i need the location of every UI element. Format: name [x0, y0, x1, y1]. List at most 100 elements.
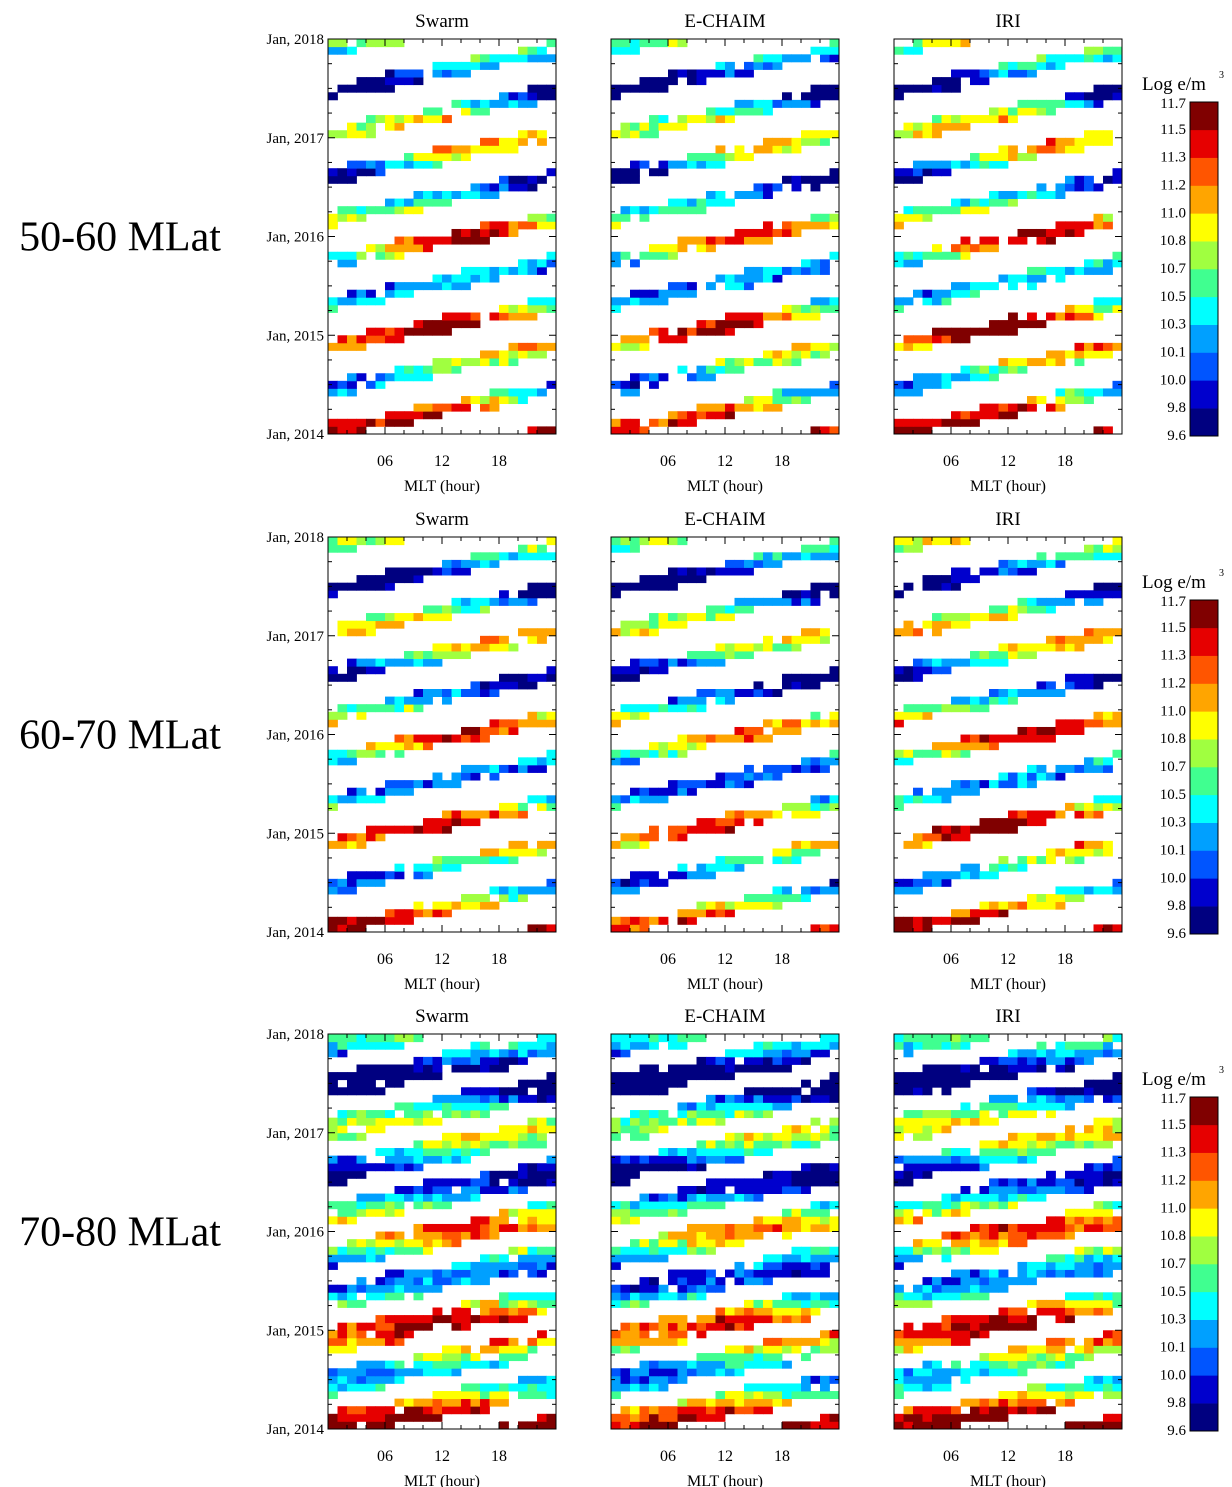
heatmap-cell — [356, 1110, 367, 1119]
panel-title: Swarm — [415, 11, 469, 32]
heatmap-cell — [970, 373, 980, 382]
heatmap-cell — [772, 61, 783, 70]
heatmap-cell — [979, 1072, 990, 1081]
heatmap-cell — [394, 916, 405, 925]
heatmap-cell — [734, 1345, 745, 1354]
heatmap-cell — [820, 802, 830, 811]
heatmap-cell — [998, 320, 1009, 329]
heatmap-cell — [687, 825, 697, 834]
heatmap-cell — [537, 350, 547, 359]
heatmap-cell — [470, 396, 481, 405]
heatmap-cell — [413, 1163, 424, 1172]
heatmap-cell — [753, 1140, 764, 1149]
heatmap-cell — [375, 84, 386, 93]
heatmap-cell — [1112, 1413, 1123, 1422]
heatmap-cell — [375, 1072, 386, 1081]
heatmap-cell — [782, 1170, 792, 1179]
heatmap-cell — [725, 559, 735, 568]
heatmap-cell — [347, 1087, 357, 1096]
x-axis-label: MLT (hour) — [970, 976, 1046, 993]
heatmap-cell — [366, 1079, 376, 1088]
heatmap-cell — [527, 886, 538, 895]
heatmap-cell — [1027, 274, 1037, 283]
heatmap-cell — [791, 358, 802, 367]
heatmap-cell — [941, 742, 952, 751]
heatmap-cell — [1046, 1383, 1056, 1392]
heatmap-cell — [630, 342, 640, 351]
heatmap-cell — [423, 1277, 433, 1286]
heatmap-cell — [1093, 1125, 1104, 1134]
heatmap-cell — [432, 1064, 443, 1073]
heatmap-cell — [922, 1072, 933, 1081]
heatmap-cell — [810, 1208, 821, 1217]
heatmap-cell — [715, 358, 726, 367]
heatmap-cell — [337, 380, 348, 389]
colorbar-level-label: 10.8 — [1160, 731, 1186, 747]
heatmap-cell — [801, 1223, 811, 1232]
heatmap-cell — [620, 1155, 631, 1164]
heatmap-cell — [725, 1239, 735, 1248]
heatmap-cell — [518, 1299, 528, 1308]
heatmap-cell — [810, 719, 821, 728]
heatmap-cell — [499, 92, 509, 101]
heatmap-cell — [620, 620, 631, 629]
heatmap-cell — [1008, 1110, 1018, 1119]
heatmap-cell — [1055, 552, 1066, 561]
heatmap-cell — [782, 886, 792, 895]
heatmap-cell — [932, 1406, 942, 1415]
heatmap-cell — [960, 863, 971, 872]
heatmap-cell — [941, 206, 952, 215]
heatmap-cell — [385, 613, 395, 622]
heatmap-cell — [772, 772, 783, 781]
heatmap-cell — [715, 115, 726, 124]
heatmap-cell — [337, 1421, 348, 1430]
heatmap-cell — [668, 833, 678, 842]
heatmap-cell — [639, 658, 650, 667]
heatmap-cell — [1084, 92, 1094, 101]
heatmap-cell — [394, 115, 405, 124]
heatmap-cell — [772, 552, 783, 561]
heatmap-cell — [810, 757, 821, 766]
heatmap-cell — [1112, 1299, 1123, 1308]
heatmap-cell — [527, 681, 538, 690]
heatmap-cell — [1027, 396, 1037, 405]
heatmap-cell — [782, 856, 792, 865]
heatmap-cell — [366, 122, 376, 131]
heatmap-cell — [630, 1072, 640, 1081]
heatmap-cell — [366, 1087, 376, 1096]
heatmap-cell — [744, 559, 754, 568]
heatmap-cell — [753, 810, 764, 819]
heatmap-cell — [829, 1079, 840, 1088]
heatmap-cell — [337, 704, 348, 713]
heatmap-cell — [1008, 411, 1018, 420]
heatmap-cell — [894, 1383, 904, 1392]
heatmap-cell — [423, 825, 433, 834]
heatmap-cell — [960, 411, 971, 420]
heatmap-cell — [1055, 643, 1066, 652]
heatmap-cell — [1112, 1094, 1123, 1103]
heatmap-cell — [1084, 1345, 1094, 1354]
heatmap-cell — [763, 597, 773, 606]
heatmap-cell — [706, 1239, 716, 1248]
heatmap-cell — [725, 863, 735, 872]
heatmap-cell — [810, 924, 821, 933]
heatmap-cell — [470, 1261, 481, 1270]
heatmap-cell — [820, 1375, 830, 1384]
heatmap-cell — [894, 1337, 904, 1346]
heatmap-cell — [620, 924, 631, 933]
heatmap-cell — [658, 787, 669, 796]
heatmap-cell — [1008, 818, 1018, 827]
heatmap-cell — [894, 1087, 904, 1096]
heatmap-cell — [480, 1345, 490, 1354]
heatmap-cell — [903, 711, 914, 720]
heatmap-cell — [1074, 764, 1085, 773]
heatmap-cells — [611, 39, 840, 435]
heatmap-cell — [442, 1353, 452, 1362]
heatmap-cell — [801, 1208, 811, 1217]
heatmap-cell — [461, 1406, 471, 1415]
heatmap-cell — [782, 1056, 792, 1065]
heatmap-cell — [696, 1110, 707, 1119]
heatmap-cell — [1008, 1148, 1018, 1157]
heatmap-cell — [922, 666, 933, 675]
heatmap-cell — [763, 1140, 773, 1149]
